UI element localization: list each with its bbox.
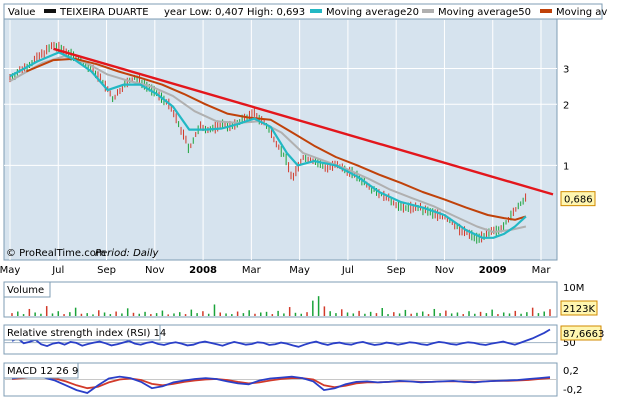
legend-price-name: TEIXEIRA DUARTE [59, 7, 149, 18]
macd-series [4, 374, 557, 394]
period: Period: Daily [95, 248, 159, 259]
volume-label: Volume [3, 281, 51, 298]
macd-y-axis: 0,2 -0,2 [563, 366, 583, 396]
price-x-tick-2: Sep [97, 265, 116, 276]
legend-swatch-ma50 [422, 9, 434, 13]
ma50-line [9, 55, 527, 233]
last-price-value: 0,686 [564, 195, 593, 206]
price-x-tick-4: 2008 [189, 265, 217, 276]
macd-title: MACD 12 26 9 [7, 366, 78, 377]
legend-ma20-name: Moving average20 [326, 7, 419, 18]
credit: © ProRealTime.com [6, 248, 106, 259]
rsi-title: Relative strength index (RSI) 14 [7, 328, 166, 339]
volume-y-tick: 10M [563, 283, 584, 294]
ma100-line [25, 57, 527, 221]
last-rsi-value: 87,6663 [563, 329, 604, 340]
price-series [9, 41, 554, 244]
legend-swatch-price [44, 9, 56, 13]
volume-panel-frame [3, 281, 558, 318]
last-volume-tag: 2123K [560, 300, 598, 316]
price-x-tick-5: Mar [242, 265, 262, 276]
price-x-tick-6: May [289, 265, 310, 276]
rsi-y-tick: 50 [563, 338, 576, 349]
volume-title: Volume [7, 285, 44, 296]
year-low-high: year Low: 0,407 High: 0,693 [164, 7, 305, 18]
ma20-line [9, 51, 527, 239]
last-rsi-tag: 87,6663 [560, 325, 604, 341]
trendline [53, 47, 554, 196]
legend-swatch-ma20 [310, 9, 322, 13]
rsi-line [11, 328, 551, 348]
legend-ma100-name: Moving av [556, 7, 607, 18]
macd-y-tick-0: 0,2 [563, 366, 579, 377]
price-y-tick-0: 3 [563, 65, 569, 76]
macd-y-tick-1: -0,2 [563, 385, 583, 396]
price-panel-label: Value [8, 7, 35, 18]
legend-swatch-ma100 [540, 9, 552, 13]
price-x-tick-10: 2009 [479, 265, 507, 276]
legend-ma50-name: Moving average50 [438, 7, 531, 18]
price-y-tick-1: 2 [563, 100, 569, 111]
price-y-tick-2: 1 [563, 161, 569, 172]
price-x-axis: May Jul Sep Nov 2008 Mar May Jul Sep Nov 2009 Mar [0, 265, 551, 276]
volume-bars [11, 296, 551, 316]
legend: Value TEIXEIRA DUARTE year Low: 0,407 Hi… [3, 3, 607, 20]
rsi-label: Relative strength index (RSI) 14 [3, 324, 166, 341]
price-x-tick-3: Nov [145, 265, 165, 276]
macd-line [11, 374, 551, 394]
price-x-tick-1: Jul [51, 265, 64, 276]
price-x-tick-0: May [0, 265, 20, 276]
rsi-series [4, 328, 557, 348]
price-y-axis: 3 2 1 [563, 65, 569, 173]
price-x-tick-8: Sep [387, 265, 406, 276]
macd-label: MACD 12 26 9 [3, 362, 79, 379]
last-volume-value: 2123K [563, 304, 595, 315]
last-price-tag: 0,686 [560, 191, 596, 207]
price-x-tick-7: Jul [341, 265, 354, 276]
price-x-tick-9: Nov [435, 265, 455, 276]
price-x-tick-11: Mar [532, 265, 552, 276]
